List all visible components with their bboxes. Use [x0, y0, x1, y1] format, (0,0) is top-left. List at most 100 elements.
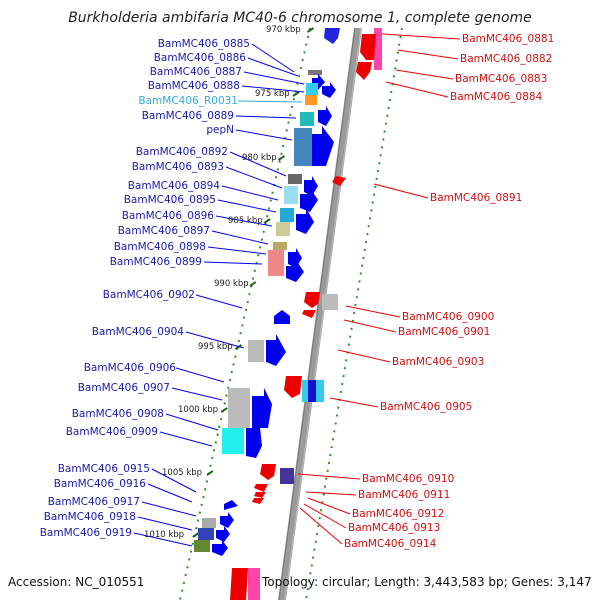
gene-label[interactable]: BamMC406_0881 [462, 33, 555, 45]
gene-block-0904[interactable] [248, 340, 264, 362]
gene-label[interactable]: BamMC406_0885 [157, 38, 250, 50]
gene-arrow-0919[interactable] [212, 540, 228, 556]
gene-label[interactable]: BamMC406_0910 [362, 473, 455, 485]
gene-block-0894[interactable] [284, 186, 298, 204]
gene-label[interactable]: BamMC406_0895 [123, 194, 216, 206]
gene-label[interactable]: BamMC406_0883 [455, 73, 548, 85]
gene-label[interactable]: BamMC406_0904 [91, 326, 184, 338]
gene-arrow-0891[interactable] [332, 176, 346, 186]
gene-block-pepN[interactable] [294, 128, 312, 166]
gene-label[interactable]: BamMC406_0902 [102, 289, 195, 301]
gene-label[interactable]: BamMC406_0897 [117, 225, 210, 237]
gene-label[interactable]: BamMC406_0913 [348, 522, 441, 534]
gene-label[interactable]: BamMC406_0889 [141, 110, 234, 122]
gene-label[interactable]: BamMC406_0891 [430, 192, 523, 204]
gene-arrow-0917[interactable] [220, 512, 234, 528]
gene-arrow-0895[interactable] [300, 188, 318, 212]
gene-arrow-0896[interactable] [296, 208, 314, 234]
gene-arrow-0900[interactable] [304, 292, 320, 308]
gc-skew-track-right [305, 27, 403, 600]
gene-label[interactable]: BamMC406_R0031 [138, 95, 238, 107]
gc-dotted-line-left [179, 27, 311, 600]
gene-arrow-0912[interactable] [254, 492, 266, 498]
gene-block-0888[interactable] [306, 83, 318, 95]
gene-label[interactable]: BamMC406_0882 [460, 53, 553, 65]
gene-arrow-0902[interactable] [274, 310, 290, 324]
gene-block-0919[interactable] [194, 540, 210, 552]
gene-label[interactable]: BamMC406_0888 [147, 80, 240, 92]
gene-arrow-0918[interactable] [216, 526, 230, 542]
gene-arrow-0910[interactable] [260, 464, 276, 480]
connector-line [235, 129, 293, 141]
gene-block-0907[interactable] [228, 388, 250, 428]
gene-arrow-0916[interactable] [224, 500, 238, 510]
gene-block-0886[interactable] [308, 70, 322, 75]
gene-arrow-0889[interactable] [318, 106, 332, 126]
gene-arrow-top[interactable] [324, 28, 340, 44]
gene-label[interactable]: BamMC406_0903 [392, 356, 485, 368]
connector-line [175, 367, 225, 383]
rna-block-R0031[interactable] [305, 95, 317, 105]
gene-label[interactable]: BamMC406_0908 [71, 408, 164, 420]
gene-block-0909[interactable] [222, 428, 244, 454]
gene-arrow-0901[interactable] [302, 310, 316, 318]
gene-label[interactable]: BamMC406_0915 [57, 463, 150, 475]
gene-arrow-0883[interactable] [356, 62, 372, 80]
gene-block-0918[interactable] [198, 528, 214, 540]
gene-block-0900[interactable] [322, 294, 338, 310]
gene-block-0905-blue[interactable] [308, 380, 316, 402]
gene-label[interactable]: BamMC406_0919 [39, 527, 132, 539]
connector-line [381, 33, 461, 40]
connector-line [343, 319, 397, 333]
gene-label[interactable]: BamMC406_0916 [53, 478, 146, 490]
gene-label[interactable]: pepN [206, 124, 234, 136]
gene-label[interactable]: BamMC406_0912 [352, 508, 445, 520]
gene-block-0896[interactable] [280, 208, 294, 222]
gene-label[interactable]: BamMC406_0911 [358, 489, 451, 501]
gene-arrow-0907[interactable] [252, 388, 272, 428]
gene-block-0910[interactable] [280, 468, 294, 484]
gene-block-0892[interactable] [288, 174, 302, 184]
gene-label[interactable]: BamMC406_0906 [83, 362, 176, 374]
gene-label[interactable]: BamMC406_0894 [127, 180, 220, 192]
gene-arrow-0904[interactable] [266, 334, 286, 366]
gene-label[interactable]: BamMC406_0918 [43, 511, 136, 523]
gene-label[interactable]: BamMC406_0914 [344, 538, 437, 550]
connector-line [305, 491, 357, 496]
gene-arrow-0893[interactable] [304, 176, 318, 196]
gene-label[interactable]: BamMC406_0886 [153, 52, 246, 64]
gene-label[interactable]: BamMC406_0896 [121, 210, 214, 222]
kbp-label: 985 kbp [228, 216, 263, 226]
gene-label[interactable]: BamMC406_0884 [450, 91, 543, 103]
gene-label[interactable]: BamMC406_0900 [402, 311, 495, 323]
gene-label[interactable]: BamMC406_0909 [65, 426, 158, 438]
gene-label[interactable]: BamMC406_0905 [380, 401, 473, 413]
connector-line [235, 115, 297, 119]
gene-label[interactable]: BamMC406_0893 [131, 161, 224, 173]
gene-block-0899[interactable] [268, 250, 284, 276]
gene-label[interactable]: BamMC406_0901 [398, 326, 491, 338]
gene-label[interactable]: BamMC406_0898 [113, 241, 206, 253]
gene-arrow-bottom[interactable] [230, 568, 248, 600]
gene-arrow-0899b[interactable] [286, 260, 304, 282]
gene-arrow-0899a[interactable] [288, 248, 302, 268]
gene-arrow-0911[interactable] [254, 484, 268, 492]
gene-block-0898[interactable] [273, 242, 287, 250]
gene-arrow-0909[interactable] [246, 428, 262, 458]
gene-block-bottom-pink[interactable] [248, 568, 260, 600]
gene-label[interactable]: BamMC406_0887 [149, 66, 242, 78]
gene-label[interactable]: BamMC406_0917 [47, 496, 140, 508]
gene-label[interactable]: BamMC406_0899 [109, 256, 202, 268]
gene-label[interactable]: BamMC406_0907 [77, 382, 170, 394]
gene-arrow-0905a[interactable] [284, 376, 302, 398]
gene-arrow-pepN[interactable] [312, 126, 334, 166]
gene-block-top-pink[interactable] [374, 28, 382, 70]
gene-block-0889[interactable] [300, 112, 314, 126]
gene-block-0917[interactable] [202, 518, 216, 528]
gene-arrow-0881[interactable] [360, 34, 376, 60]
gene-block-0897[interactable] [276, 222, 290, 236]
gene-arrow-0887b[interactable] [322, 82, 336, 98]
gene-arrow-0913[interactable] [252, 498, 264, 504]
connector-line [243, 71, 305, 85]
gene-label[interactable]: BamMC406_0892 [135, 146, 228, 158]
